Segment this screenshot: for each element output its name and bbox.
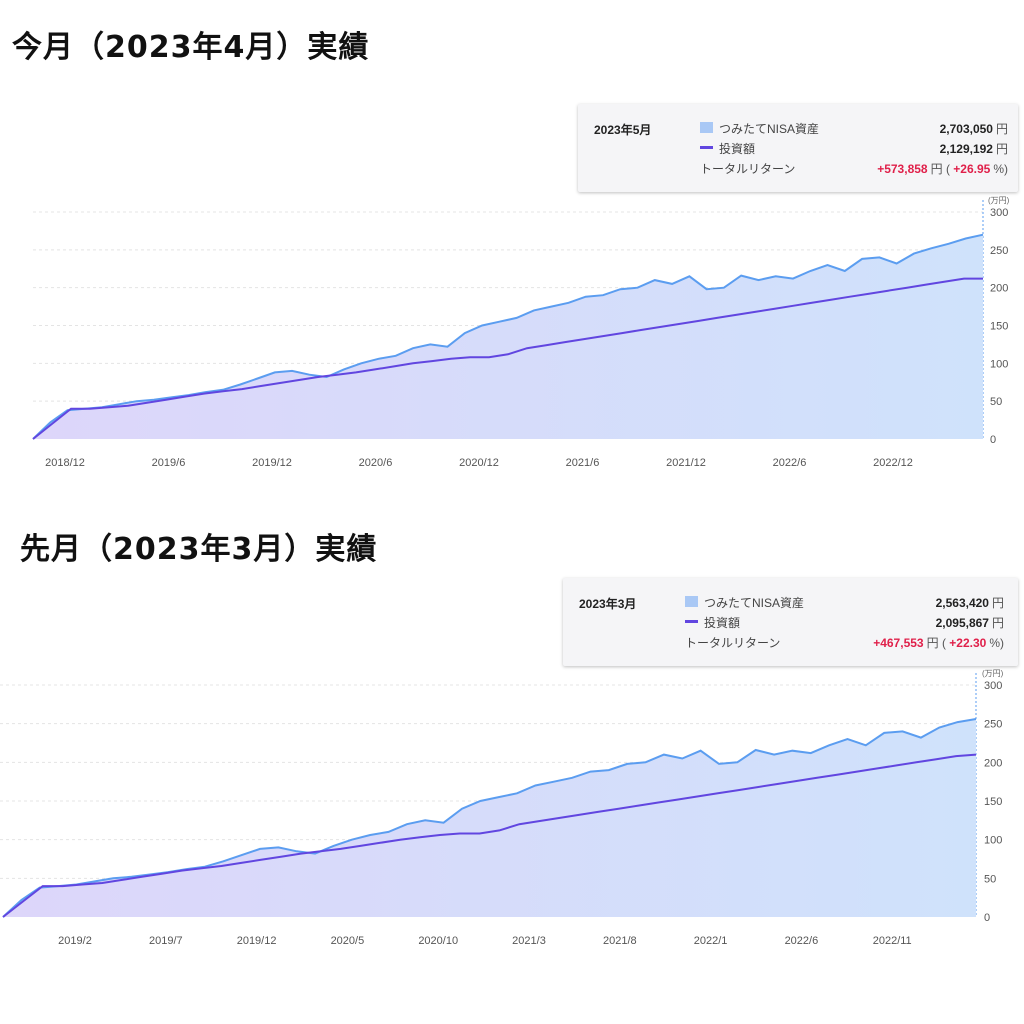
invest-swatch-icon bbox=[700, 146, 713, 149]
x-tick-label: 2018/12 bbox=[45, 457, 85, 469]
x-tick-label: 2021/3 bbox=[512, 935, 546, 947]
y-tick-label: 300 bbox=[984, 680, 1002, 692]
y-tick-label: 0 bbox=[990, 434, 996, 446]
asset-value: 2,703,050 円 bbox=[939, 122, 1008, 136]
invest-value: 2,095,867 円 bbox=[935, 616, 1004, 630]
x-tick-label: 2019/12 bbox=[237, 935, 277, 947]
y-tick-label: 250 bbox=[984, 719, 1002, 731]
y-tick-label: 200 bbox=[984, 757, 1002, 769]
y-tick-label: 100 bbox=[984, 835, 1002, 847]
x-tick-label: 2020/6 bbox=[359, 457, 393, 469]
asset-swatch-icon bbox=[700, 122, 713, 133]
tooltip-date: 2023年3月 bbox=[579, 597, 637, 611]
tooltip-date: 2023年5月 bbox=[594, 123, 652, 137]
x-tick-label: 2020/5 bbox=[331, 935, 365, 947]
asset-label: つみたてNISA資産 bbox=[719, 122, 820, 136]
x-tick-label: 2022/6 bbox=[785, 935, 819, 947]
y-tick-label: 50 bbox=[984, 873, 996, 885]
x-tick-label: 2019/12 bbox=[252, 457, 292, 469]
y-tick-label: 150 bbox=[984, 796, 1002, 808]
x-tick-label: 2019/6 bbox=[152, 457, 186, 469]
asset-value: 2,563,420 円 bbox=[935, 596, 1004, 610]
previous-month-heading: 先月（2023年3月）実績 bbox=[20, 532, 378, 567]
y-tick-label: 250 bbox=[990, 245, 1008, 257]
asset-label: つみたてNISA資産 bbox=[704, 596, 805, 610]
return-value: +467,553 円 ( +22.30%) bbox=[873, 636, 1004, 650]
y-tick-label: 0 bbox=[984, 912, 990, 924]
y-tick-label: 200 bbox=[990, 283, 1008, 295]
return-label: トータルリターン bbox=[685, 636, 781, 650]
x-tick-label: 2019/2 bbox=[58, 935, 92, 947]
x-tick-label: 2021/6 bbox=[566, 457, 600, 469]
return-label: トータルリターン bbox=[700, 162, 796, 176]
invest-label: 投資額 bbox=[704, 616, 741, 630]
x-tick-label: 2022/6 bbox=[773, 457, 807, 469]
invest-swatch-icon bbox=[685, 620, 698, 623]
x-tick-label: 2022/1 bbox=[694, 935, 728, 947]
x-tick-label: 2021/8 bbox=[603, 935, 637, 947]
invest-label: 投資額 bbox=[719, 142, 756, 156]
asset-swatch-icon bbox=[685, 596, 698, 607]
invest-line bbox=[2, 753, 977, 918]
invest-value: 2,129,192 円 bbox=[939, 142, 1008, 156]
x-tick-label: 2021/12 bbox=[666, 457, 706, 469]
y-tick-label: 300 bbox=[990, 207, 1008, 219]
previous-month-chart: 0 50 100 150 200 250 300 (万円) 2019/2 2019/7 2019/1… bbox=[0, 669, 1004, 947]
invest-line bbox=[32, 277, 983, 440]
y-tick-label: 50 bbox=[990, 396, 1002, 408]
x-tick-label: 2022/11 bbox=[873, 935, 912, 947]
y-tick-label: 150 bbox=[990, 321, 1008, 333]
x-tick-label: 2019/7 bbox=[149, 935, 183, 947]
x-tick-label: 2020/10 bbox=[418, 935, 458, 947]
y-tick-label: 100 bbox=[990, 358, 1008, 370]
asset-area bbox=[3, 719, 976, 917]
tooltip-current: 2023年5月 つみたてNISA資産 2,703,050 円 投資額 2,129,… bbox=[578, 104, 1018, 192]
current-month-chart: 0 50 100 150 200 250 300 (万円) 2018/12 2019/6 2019/… bbox=[32, 196, 1010, 469]
x-tick-label: 2020/12 bbox=[459, 457, 499, 469]
return-value: +573,858 円 ( +26.95%) bbox=[877, 162, 1008, 176]
x-tick-label: 2022/12 bbox=[873, 457, 913, 469]
current-month-heading: 今月（2023年4月）実績 bbox=[12, 30, 370, 65]
y-unit-label: (万円) bbox=[982, 669, 1004, 678]
y-unit-label: (万円) bbox=[988, 196, 1010, 205]
tooltip-previous: 2023年3月 つみたてNISA資産 2,563,420 円 投資額 2,095,… bbox=[563, 578, 1018, 666]
asset-area bbox=[33, 234, 983, 439]
